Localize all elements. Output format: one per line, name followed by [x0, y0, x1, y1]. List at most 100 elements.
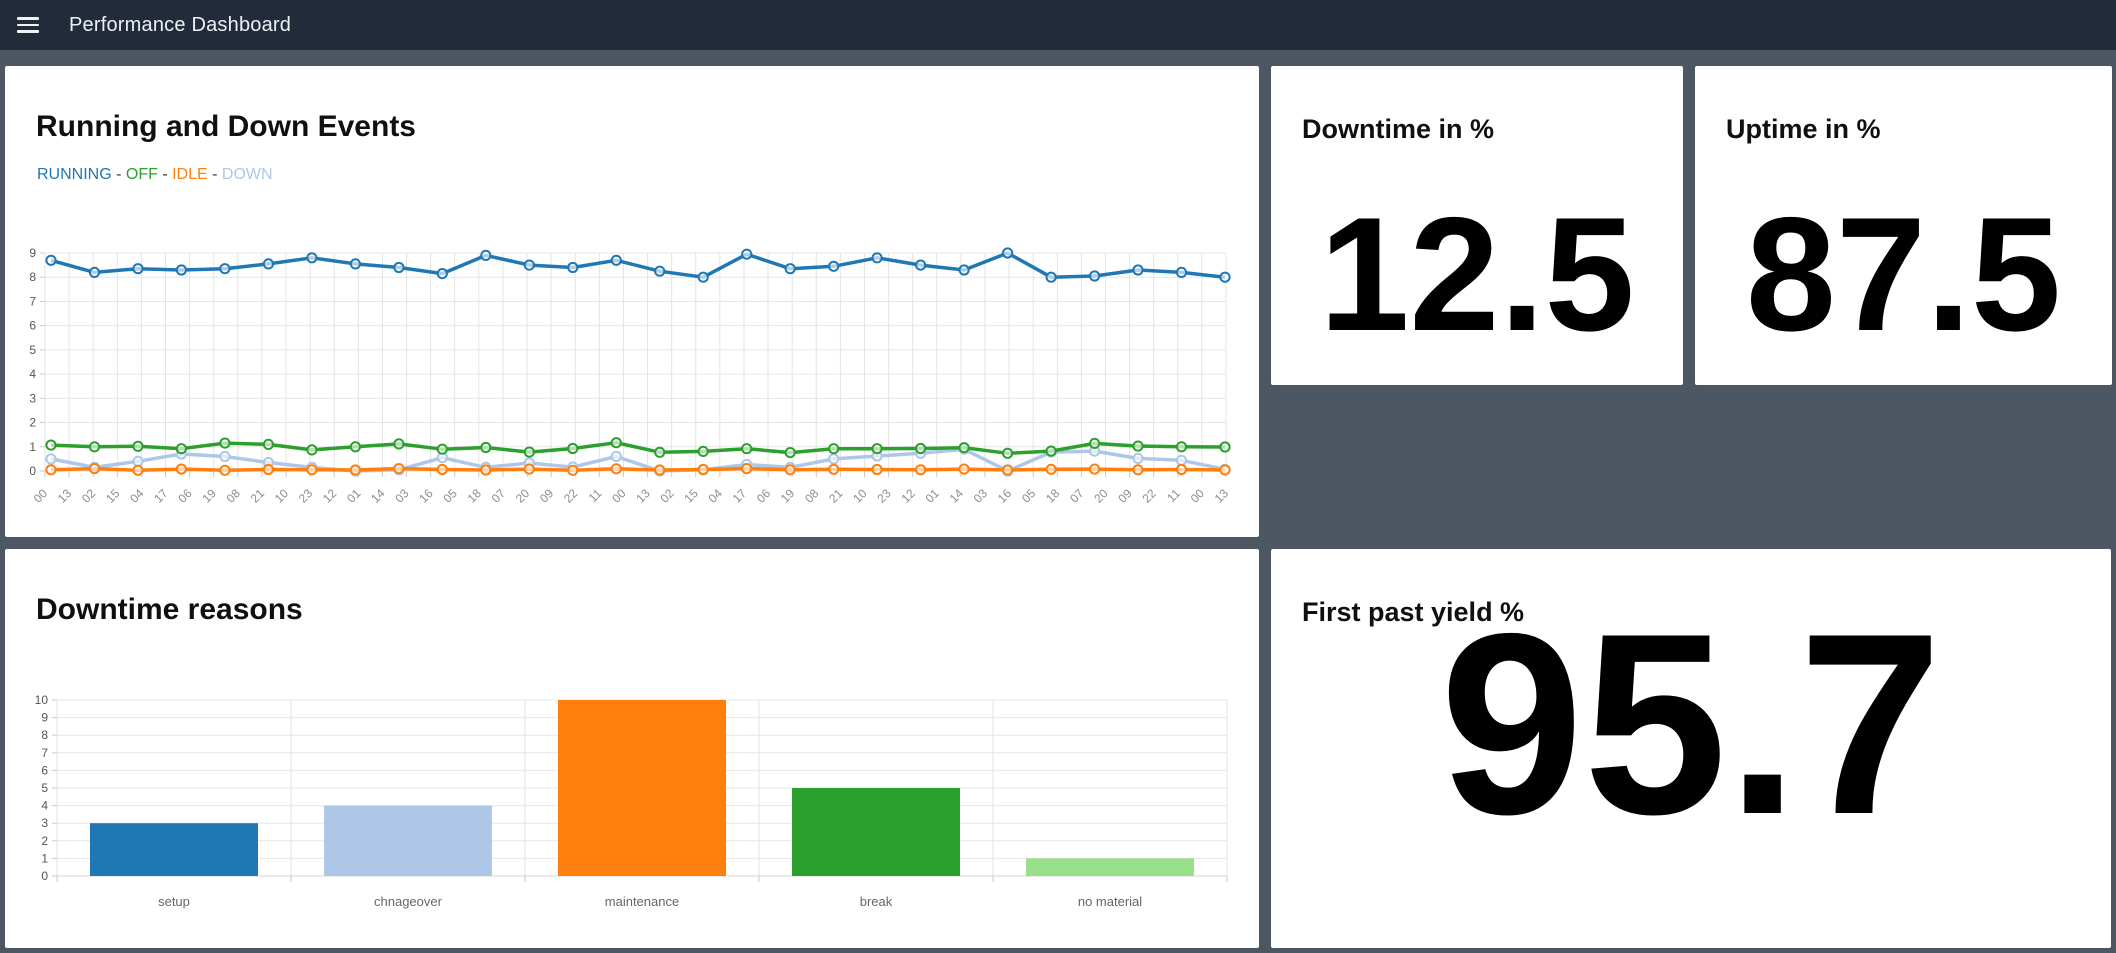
data-point[interactable] [958, 463, 970, 475]
data-point[interactable] [132, 263, 144, 275]
legend-item-idle[interactable]: IDLE [172, 166, 208, 183]
data-point[interactable] [784, 263, 796, 275]
data-point[interactable] [567, 464, 579, 476]
data-point[interactable] [349, 258, 361, 270]
data-point[interactable] [828, 453, 840, 465]
data-point[interactable] [480, 249, 492, 261]
data-point[interactable] [1175, 454, 1188, 466]
data-point[interactable] [915, 259, 927, 271]
data-point[interactable] [1045, 463, 1057, 475]
data-point[interactable] [262, 258, 274, 270]
data-point[interactable] [436, 268, 448, 280]
data-point[interactable] [1219, 464, 1231, 476]
data-point[interactable] [741, 463, 753, 475]
data-point[interactable] [393, 463, 405, 475]
data-point[interactable] [610, 463, 622, 475]
series-running[interactable] [45, 247, 1231, 283]
data-point[interactable] [393, 261, 405, 274]
data-point[interactable] [480, 441, 492, 454]
data-point[interactable] [88, 463, 101, 475]
data-point[interactable] [784, 447, 796, 459]
data-point[interactable] [436, 463, 448, 476]
data-point[interactable] [871, 443, 883, 455]
data-point[interactable] [1089, 463, 1101, 475]
data-point[interactable] [1132, 440, 1144, 452]
data-point[interactable] [1132, 264, 1144, 276]
data-point[interactable] [784, 464, 796, 476]
data-point[interactable] [828, 463, 840, 475]
data-point[interactable] [610, 450, 622, 463]
data-point[interactable] [349, 441, 361, 453]
data-point[interactable] [45, 453, 57, 465]
data-point[interactable] [828, 443, 840, 455]
bar-no-material[interactable] [1026, 858, 1194, 876]
data-point[interactable] [45, 254, 57, 266]
data-point[interactable] [1002, 247, 1014, 259]
data-point[interactable] [349, 464, 361, 476]
data-point[interactable] [610, 437, 622, 449]
data-point[interactable] [175, 463, 187, 475]
data-point[interactable] [828, 260, 840, 272]
data-point[interactable] [1175, 441, 1188, 453]
bar-chnageover[interactable] [324, 805, 492, 876]
data-point[interactable] [1132, 452, 1144, 464]
downtime-reasons-chart[interactable]: 0 1 2 3 4 5 6 7 8 9 10 setup chnageover maintenance br… [5, 549, 1259, 948]
data-point[interactable] [697, 271, 709, 283]
data-point[interactable] [88, 441, 101, 453]
data-point[interactable] [262, 463, 274, 476]
data-point[interactable] [915, 464, 927, 476]
menu-icon[interactable] [17, 17, 39, 33]
data-point[interactable] [654, 446, 666, 458]
data-point[interactable] [654, 464, 666, 476]
data-point[interactable] [741, 248, 753, 260]
data-point[interactable] [871, 252, 883, 264]
data-point[interactable] [610, 254, 622, 266]
bar-setup[interactable] [90, 823, 258, 876]
data-point[interactable] [175, 443, 187, 455]
data-point[interactable] [1089, 437, 1101, 449]
legend-item-running[interactable]: RUNNING [37, 166, 112, 183]
data-point[interactable] [958, 442, 970, 454]
data-point[interactable] [45, 464, 57, 476]
data-point[interactable] [1219, 441, 1231, 453]
data-point[interactable] [697, 445, 709, 457]
series-idle[interactable] [45, 463, 1231, 476]
bar-maintenance[interactable] [558, 700, 726, 876]
data-point[interactable] [741, 443, 753, 455]
data-point[interactable] [1175, 266, 1188, 278]
data-point[interactable] [523, 463, 535, 475]
data-point[interactable] [1175, 463, 1188, 476]
data-point[interactable] [871, 463, 883, 476]
data-point[interactable] [219, 450, 231, 463]
data-point[interactable] [1132, 464, 1144, 476]
data-point[interactable] [915, 442, 927, 455]
data-point[interactable] [1045, 271, 1057, 283]
data-point[interactable] [219, 263, 231, 275]
data-point[interactable] [219, 437, 231, 449]
legend-item-off[interactable]: OFF [125, 166, 158, 183]
legend-item-down[interactable]: DOWN [221, 166, 273, 183]
data-point[interactable] [523, 446, 535, 458]
data-point[interactable] [132, 464, 144, 476]
data-point[interactable] [1002, 447, 1014, 459]
data-point[interactable] [567, 261, 579, 274]
data-point[interactable] [958, 264, 970, 276]
data-point[interactable] [393, 438, 405, 450]
data-point[interactable] [567, 442, 579, 455]
data-point[interactable] [175, 264, 187, 276]
data-point[interactable] [1002, 464, 1014, 476]
data-point[interactable] [654, 265, 666, 277]
data-point[interactable] [1045, 445, 1057, 457]
data-point[interactable] [480, 464, 492, 476]
data-point[interactable] [45, 439, 57, 451]
bar-break[interactable] [792, 788, 960, 876]
data-point[interactable] [219, 464, 231, 476]
data-point[interactable] [132, 455, 144, 467]
data-point[interactable] [306, 252, 318, 264]
data-point[interactable] [1219, 271, 1231, 283]
data-point[interactable] [306, 464, 318, 476]
data-point[interactable] [1089, 270, 1101, 282]
data-point[interactable] [88, 266, 101, 278]
data-point[interactable] [697, 463, 709, 476]
